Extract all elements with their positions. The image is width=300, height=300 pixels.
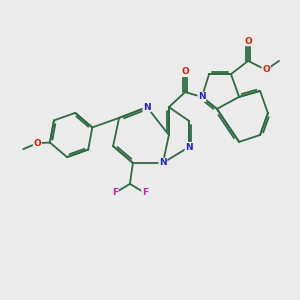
Text: O: O — [33, 139, 41, 148]
Text: N: N — [143, 103, 151, 112]
Text: N: N — [198, 92, 206, 101]
Text: N: N — [159, 158, 167, 167]
Text: F: F — [112, 188, 118, 197]
Text: O: O — [262, 65, 270, 74]
Text: N: N — [185, 142, 193, 152]
Text: O: O — [244, 37, 252, 46]
Text: O: O — [181, 68, 189, 76]
Text: F: F — [142, 188, 148, 197]
